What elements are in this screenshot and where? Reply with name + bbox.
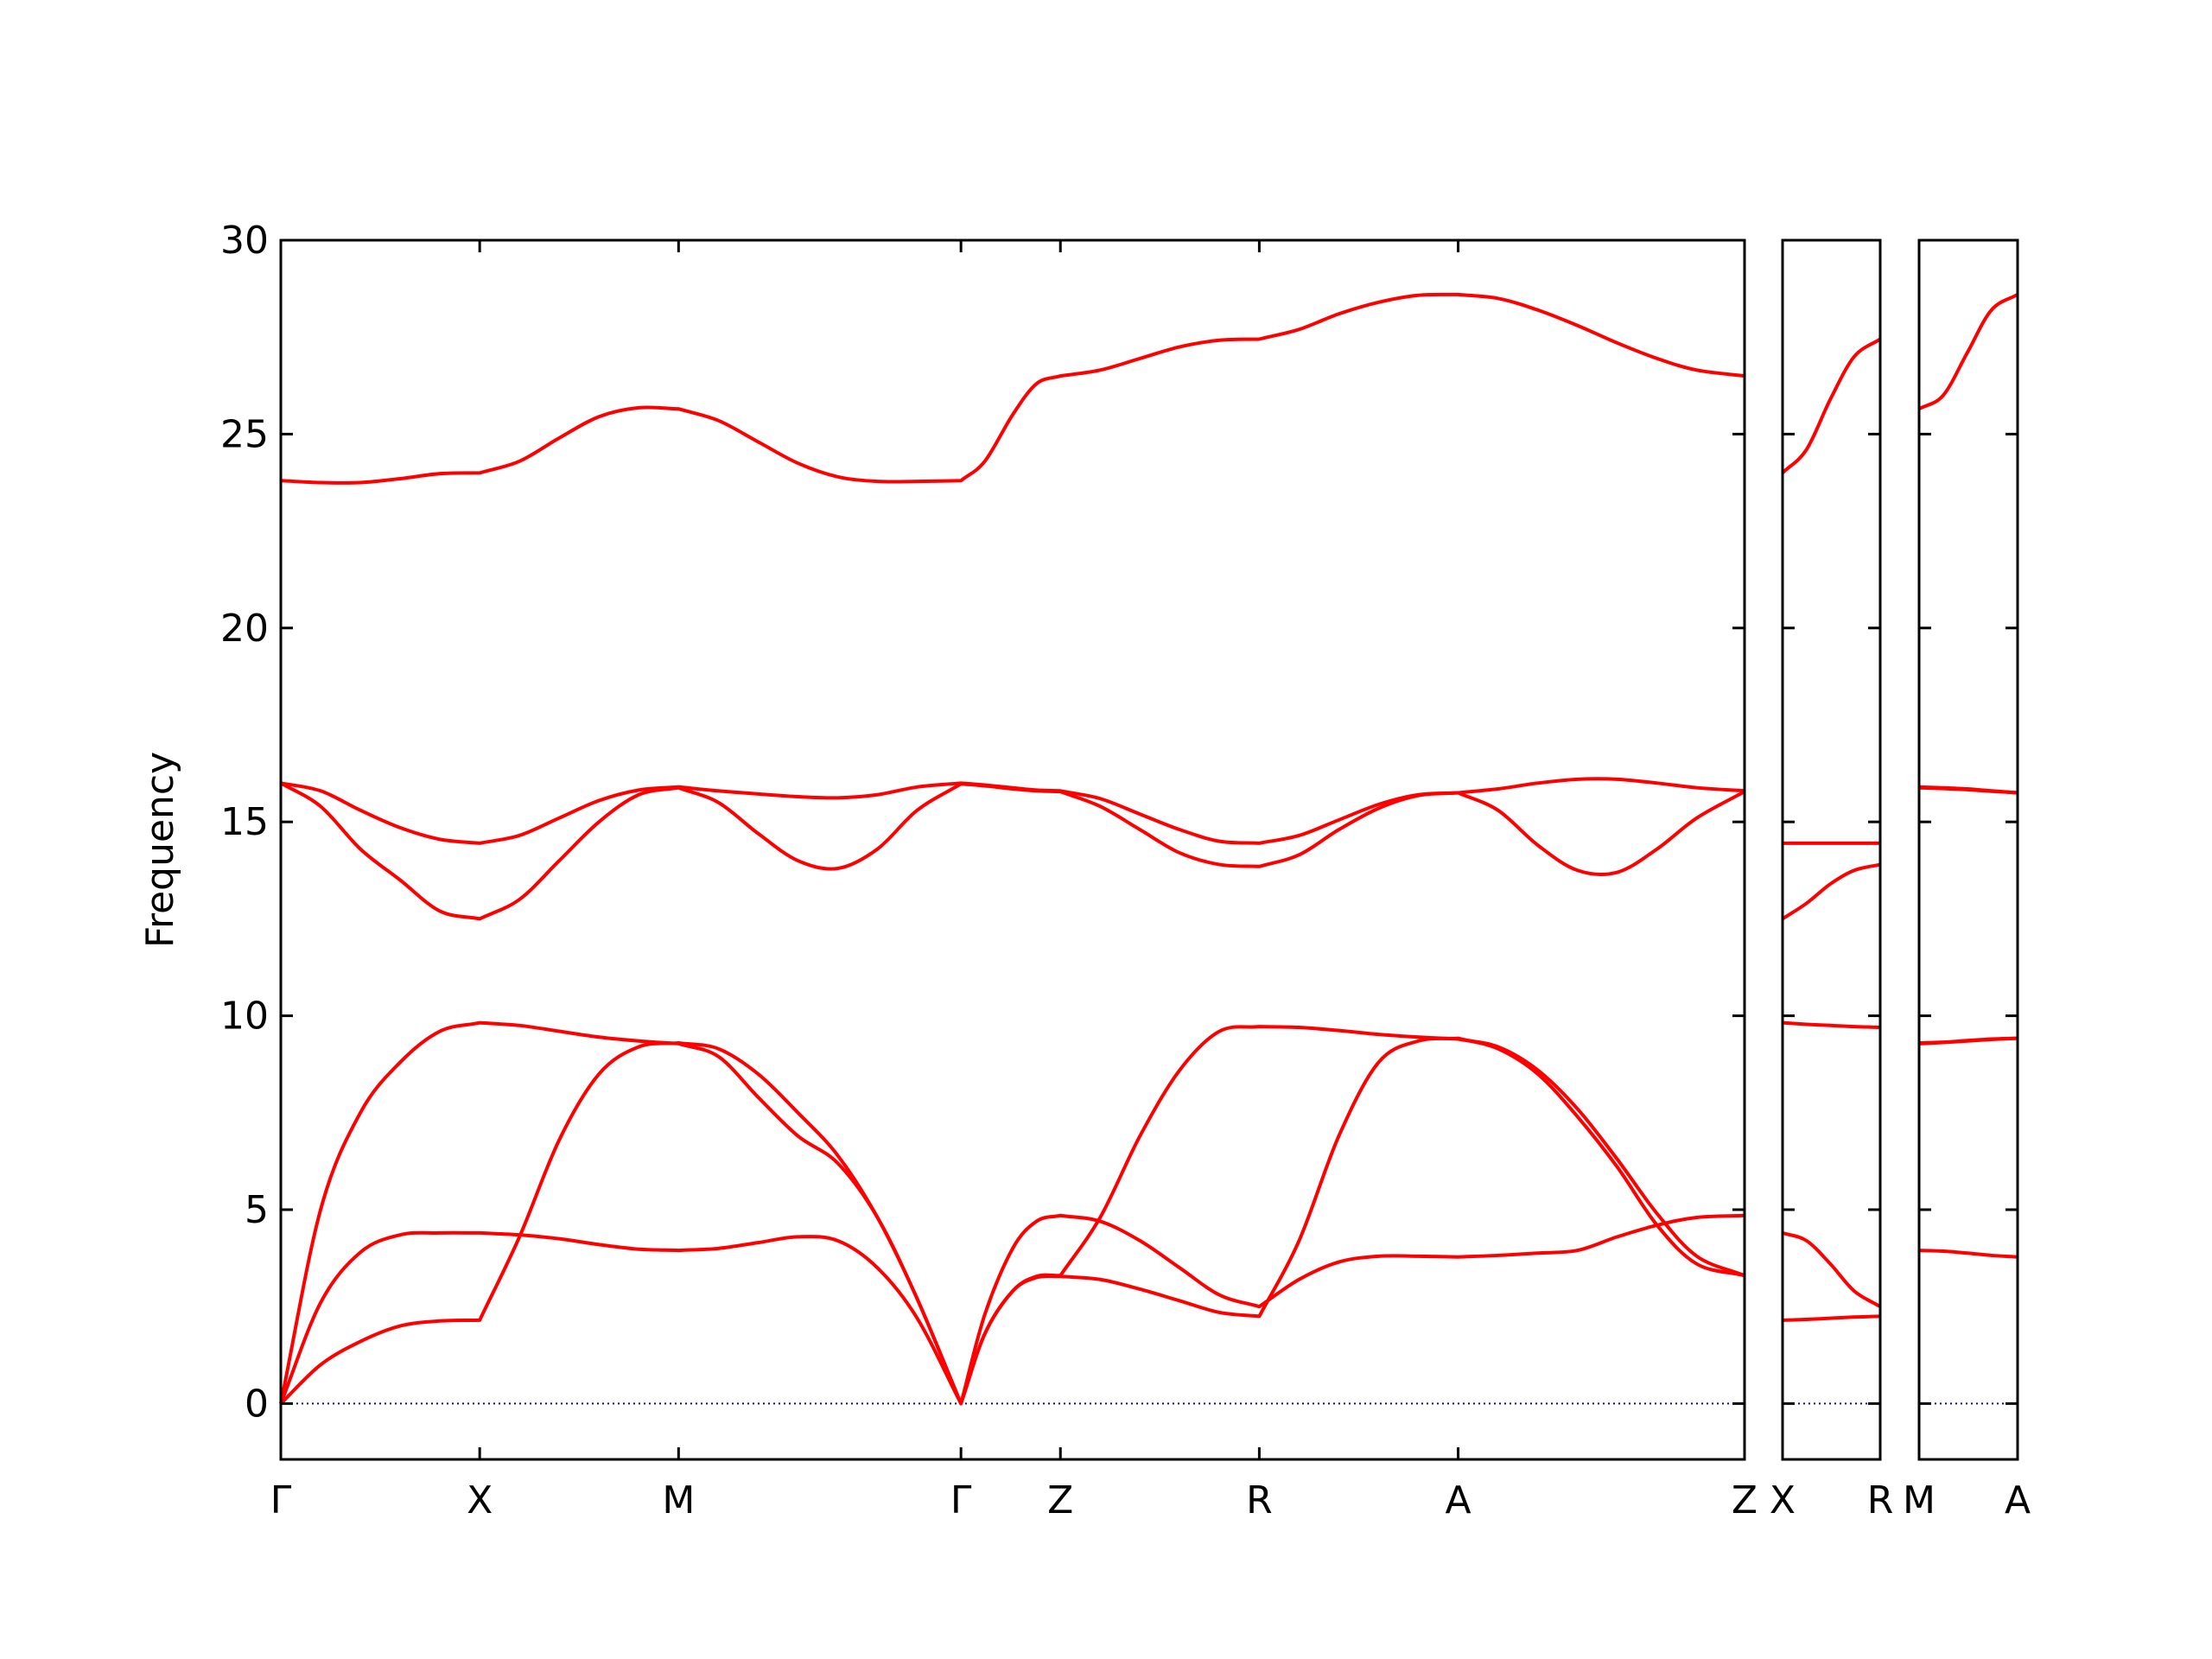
- band-line: [279, 1213, 1745, 1406]
- band-line: [1781, 862, 1881, 921]
- band-line: [1782, 1314, 1881, 1322]
- x-tick-label: R: [1246, 1478, 1273, 1522]
- band-line: [280, 292, 1745, 485]
- y-tick-label: 15: [220, 800, 269, 844]
- x-tick-label: M: [1903, 1478, 1936, 1522]
- x-tick-label: R: [1867, 1478, 1894, 1522]
- y-tick-label: 0: [245, 1382, 269, 1426]
- band-line: [1918, 1249, 2018, 1259]
- band-line: [1781, 337, 1882, 474]
- band-line: [279, 781, 1745, 921]
- x-tick-label: Γ: [270, 1478, 292, 1522]
- plot-frame: [1781, 238, 1882, 1461]
- plot-frame: [279, 238, 1746, 1461]
- x-tick-label: X: [467, 1478, 493, 1522]
- x-tick-label: Γ: [950, 1478, 972, 1522]
- y-tick-label: 10: [220, 995, 269, 1039]
- band-line: [1918, 785, 2018, 795]
- y-tick-label: 20: [220, 607, 269, 651]
- band-line: [1918, 293, 2019, 410]
- plot-frame: [1917, 238, 2019, 1461]
- y-tick-label: 25: [220, 412, 269, 456]
- x-tick-label: M: [662, 1478, 695, 1522]
- y-tick-label: 30: [220, 219, 269, 263]
- band-line: [1782, 1230, 1882, 1308]
- band-line: [1782, 1020, 1881, 1030]
- x-tick-label: Z: [1047, 1478, 1073, 1522]
- x-tick-label: A: [2005, 1478, 2031, 1522]
- x-tick-label: X: [1770, 1478, 1796, 1522]
- band-line: [279, 1020, 1745, 1406]
- band-line: [279, 1025, 1745, 1406]
- band-line: [1918, 1036, 2018, 1046]
- y-axis-label: Frequency: [138, 752, 182, 948]
- y-tick-label: 5: [245, 1188, 269, 1232]
- x-tick-label: A: [1446, 1478, 1471, 1522]
- x-tick-label: Z: [1732, 1478, 1758, 1522]
